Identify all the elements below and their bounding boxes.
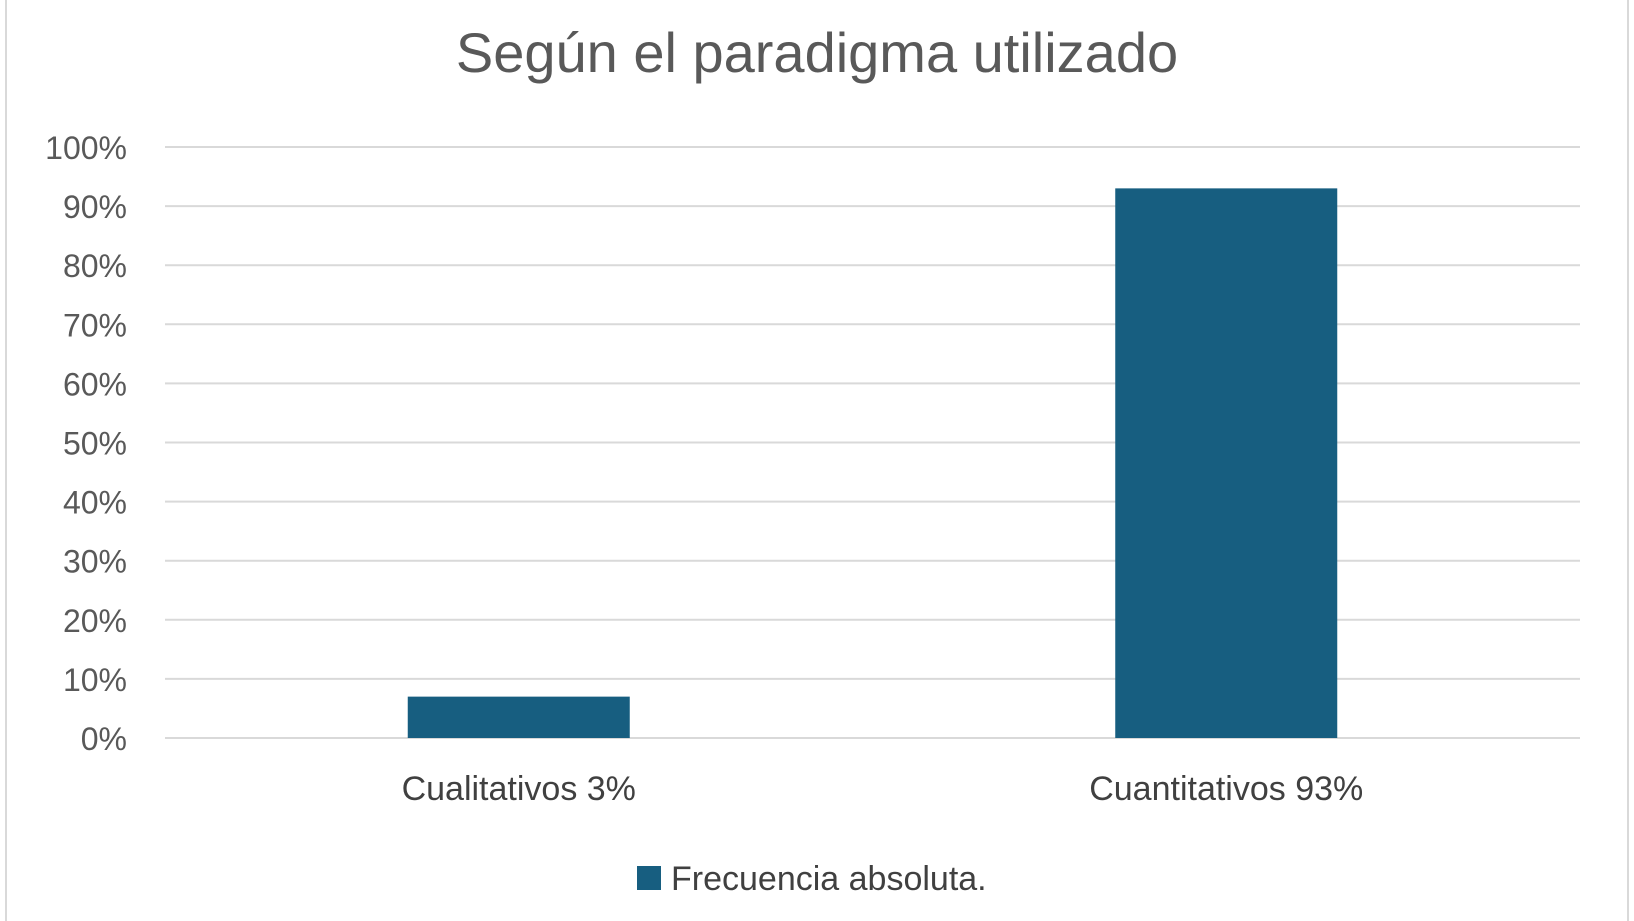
bar	[407, 696, 630, 738]
y-tick-label: 0%	[81, 721, 127, 757]
chart-title: Según el paradigma utilizado	[456, 21, 1178, 84]
x-category-label: Cuantitativos 93%	[1089, 770, 1363, 808]
chart-frame	[5, 0, 1629, 921]
legend-label: Frecuencia absoluta.	[671, 860, 987, 898]
y-tick-label: 40%	[63, 485, 127, 521]
y-tick-label: 30%	[63, 544, 127, 580]
x-category-label: Cualitativos 3%	[402, 770, 636, 808]
gridlines	[165, 146, 1580, 739]
y-tick-label: 50%	[63, 426, 127, 462]
legend: Frecuencia absoluta.	[637, 860, 987, 898]
y-axis-ticks: 0% 10% 20% 30% 40% 50% 60% 70% 80% 90% 100%	[45, 130, 127, 757]
y-tick-label: 100%	[45, 130, 127, 166]
y-tick-label: 80%	[63, 248, 127, 284]
y-tick-label: 70%	[63, 307, 127, 343]
y-tick-label: 90%	[63, 189, 127, 225]
bars	[407, 188, 1338, 738]
y-tick-label: 20%	[63, 603, 127, 639]
bar	[1115, 188, 1338, 738]
y-tick-label: 60%	[63, 366, 127, 402]
x-axis-categories: Cualitativos 3% Cuantitativos 93%	[402, 770, 1364, 808]
y-tick-label: 10%	[63, 662, 127, 698]
legend-swatch-frecuencia	[637, 866, 661, 890]
